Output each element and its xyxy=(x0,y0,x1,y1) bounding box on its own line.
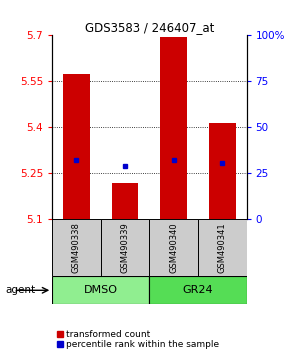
Bar xyxy=(63,74,90,219)
Bar xyxy=(149,276,246,304)
Text: GSM490341: GSM490341 xyxy=(218,222,227,273)
Bar xyxy=(149,219,198,276)
Bar xyxy=(52,276,149,304)
Legend: transformed count, percentile rank within the sample: transformed count, percentile rank withi… xyxy=(57,330,219,349)
Text: GSM490340: GSM490340 xyxy=(169,222,178,273)
Bar xyxy=(160,37,187,219)
Bar xyxy=(101,219,149,276)
Bar xyxy=(52,219,101,276)
Text: agent: agent xyxy=(6,285,36,295)
Text: DMSO: DMSO xyxy=(84,285,118,295)
Bar xyxy=(209,123,235,219)
Bar xyxy=(198,219,246,276)
Text: GSM490339: GSM490339 xyxy=(121,222,130,273)
Bar xyxy=(112,183,138,219)
Text: GR24: GR24 xyxy=(183,285,213,295)
Title: GDS3583 / 246407_at: GDS3583 / 246407_at xyxy=(85,21,214,34)
Text: GSM490338: GSM490338 xyxy=(72,222,81,273)
